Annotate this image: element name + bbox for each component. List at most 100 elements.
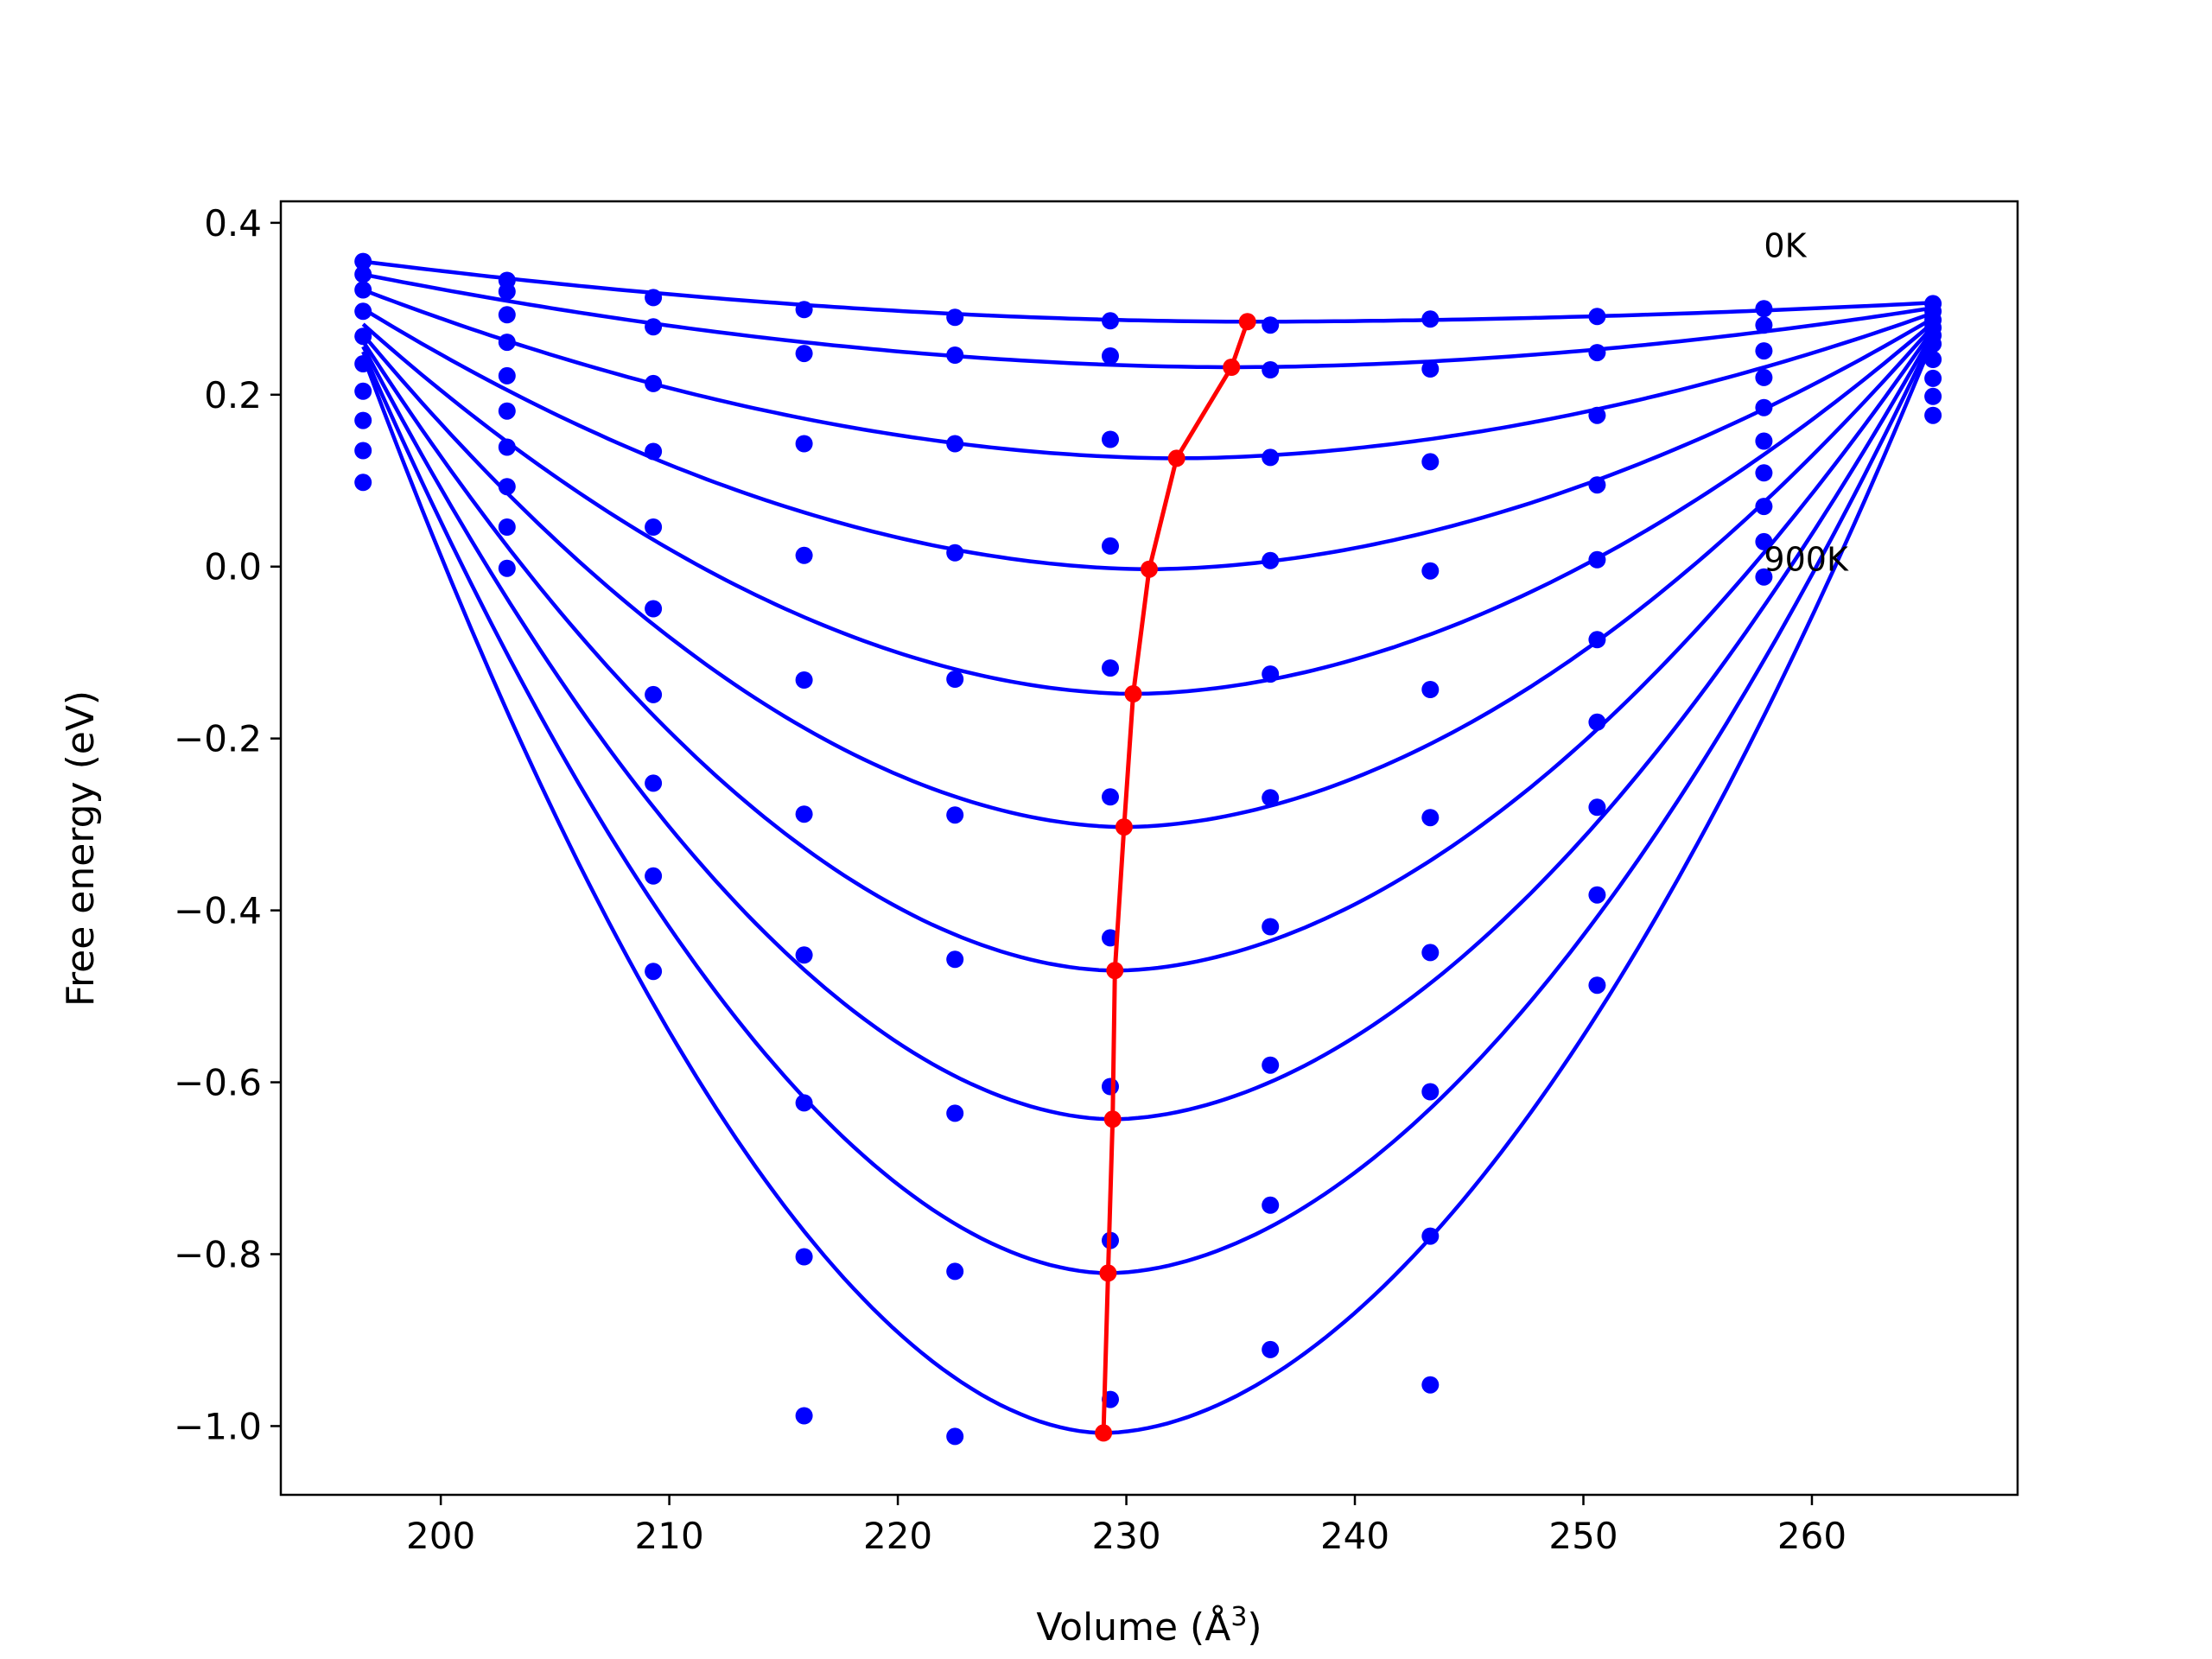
data-point-5-7 — [1421, 809, 1440, 827]
data-point-9-1 — [498, 559, 516, 577]
data-point-9-6 — [1262, 1340, 1280, 1358]
data-point-0-2 — [645, 289, 663, 307]
minimum-point-9 — [1095, 1424, 1113, 1442]
data-point-3-9 — [1755, 368, 1773, 386]
minimum-point-5 — [1115, 818, 1133, 836]
x-tick-label-0: 200 — [406, 1515, 475, 1557]
x-tick-label-4: 240 — [1320, 1515, 1389, 1557]
data-point-2-5 — [1102, 430, 1119, 448]
data-point-5-0 — [354, 355, 372, 372]
annotation-1: 900K — [1764, 541, 1849, 579]
data-point-1-1 — [498, 283, 516, 301]
data-point-5-8 — [1588, 631, 1606, 649]
data-point-5-2 — [645, 600, 663, 618]
data-point-4-6 — [1262, 665, 1280, 683]
data-point-1-0 — [354, 265, 372, 283]
data-point-3-5 — [1102, 537, 1119, 555]
data-point-6-2 — [645, 685, 663, 703]
data-point-9-8 — [1588, 976, 1606, 995]
data-point-3-6 — [1262, 551, 1280, 569]
data-point-7-8 — [1588, 798, 1606, 817]
x-tick-label-5: 250 — [1548, 1515, 1618, 1557]
data-point-8-6 — [1262, 1196, 1280, 1214]
minimum-point-0 — [1238, 313, 1256, 331]
data-point-2-8 — [1588, 406, 1606, 424]
data-point-8-3 — [795, 1248, 813, 1266]
plot-frame — [279, 200, 2019, 1497]
data-point-7-9 — [1755, 498, 1773, 516]
data-point-5-3 — [795, 805, 813, 823]
data-point-6-1 — [498, 438, 516, 456]
y-tick-label-5: −0.6 — [174, 1062, 262, 1104]
data-point-7-4 — [946, 1104, 964, 1122]
data-point-5-5 — [1102, 788, 1119, 806]
annotation-0: 0K — [1764, 227, 1807, 265]
data-point-8-9 — [1755, 532, 1773, 550]
data-point-0-9 — [1755, 300, 1773, 318]
data-point-6-7 — [1421, 944, 1440, 962]
fit-curve-8 — [361, 335, 1936, 1275]
data-point-0-6 — [1262, 316, 1280, 334]
data-point-0-3 — [795, 301, 813, 319]
data-point-8-7 — [1421, 1227, 1440, 1245]
data-point-1-5 — [1102, 347, 1119, 365]
data-point-5-1 — [498, 402, 516, 420]
y-tick-label-2: 0.0 — [204, 546, 262, 588]
fit-curve-9 — [361, 339, 1936, 1435]
data-point-1-2 — [645, 318, 663, 336]
minimum-point-7 — [1103, 1110, 1122, 1128]
fit-curve-0 — [362, 259, 1934, 324]
fit-curve-6 — [361, 327, 1935, 973]
data-point-7-5 — [1102, 1077, 1119, 1096]
data-point-6-3 — [795, 946, 813, 964]
data-points — [354, 252, 1942, 1446]
data-point-9-4 — [946, 1427, 964, 1446]
data-point-6-8 — [1588, 713, 1606, 731]
data-point-9-3 — [795, 1407, 813, 1425]
data-point-7-1 — [498, 478, 516, 496]
data-point-6-9 — [1755, 464, 1773, 482]
data-point-2-4 — [946, 435, 964, 453]
data-point-3-0 — [354, 302, 372, 321]
minima-path — [1101, 321, 1250, 1433]
data-point-0-5 — [1102, 312, 1119, 330]
data-point-3-8 — [1588, 476, 1606, 494]
data-point-7-6 — [1262, 1056, 1280, 1074]
minimum-point-4 — [1124, 685, 1142, 702]
data-point-8-10 — [1924, 387, 1942, 405]
minimum-point-8 — [1099, 1264, 1117, 1282]
data-point-9-2 — [645, 963, 663, 981]
x-axis-ticks: 200 210 220 230 240 250 260 — [406, 1495, 1847, 1557]
fit-curves — [361, 259, 1936, 1435]
data-point-0-8 — [1588, 308, 1606, 326]
data-point-7-10 — [1924, 369, 1942, 387]
x-tick-label-2: 220 — [863, 1515, 932, 1557]
data-point-8-8 — [1588, 886, 1606, 904]
data-point-1-7 — [1421, 360, 1440, 378]
data-point-3-7 — [1421, 562, 1440, 580]
y-tick-label-7: −1.0 — [174, 1405, 262, 1447]
data-point-7-2 — [645, 774, 663, 792]
fit-curve-2 — [362, 288, 1934, 461]
data-point-0-4 — [946, 308, 964, 327]
data-point-2-0 — [354, 281, 372, 299]
data-point-7-7 — [1421, 1083, 1440, 1101]
y-tick-label-3: −0.2 — [174, 718, 262, 760]
data-point-9-7 — [1421, 1376, 1440, 1394]
data-point-3-2 — [645, 442, 663, 461]
data-point-4-7 — [1421, 681, 1440, 698]
data-point-6-4 — [946, 950, 964, 969]
data-point-4-2 — [645, 518, 663, 536]
data-point-9-0 — [354, 474, 372, 492]
data-point-1-3 — [795, 345, 813, 363]
data-point-0-0 — [354, 252, 372, 270]
data-point-3-4 — [946, 543, 964, 562]
data-point-1-9 — [1755, 316, 1773, 334]
data-point-4-5 — [1102, 659, 1119, 677]
x-tick-label-1: 210 — [635, 1515, 704, 1557]
data-point-2-3 — [795, 435, 813, 453]
fit-curve-5 — [361, 324, 1935, 830]
data-point-9-10 — [1924, 406, 1942, 424]
data-point-9-9 — [1755, 568, 1773, 586]
